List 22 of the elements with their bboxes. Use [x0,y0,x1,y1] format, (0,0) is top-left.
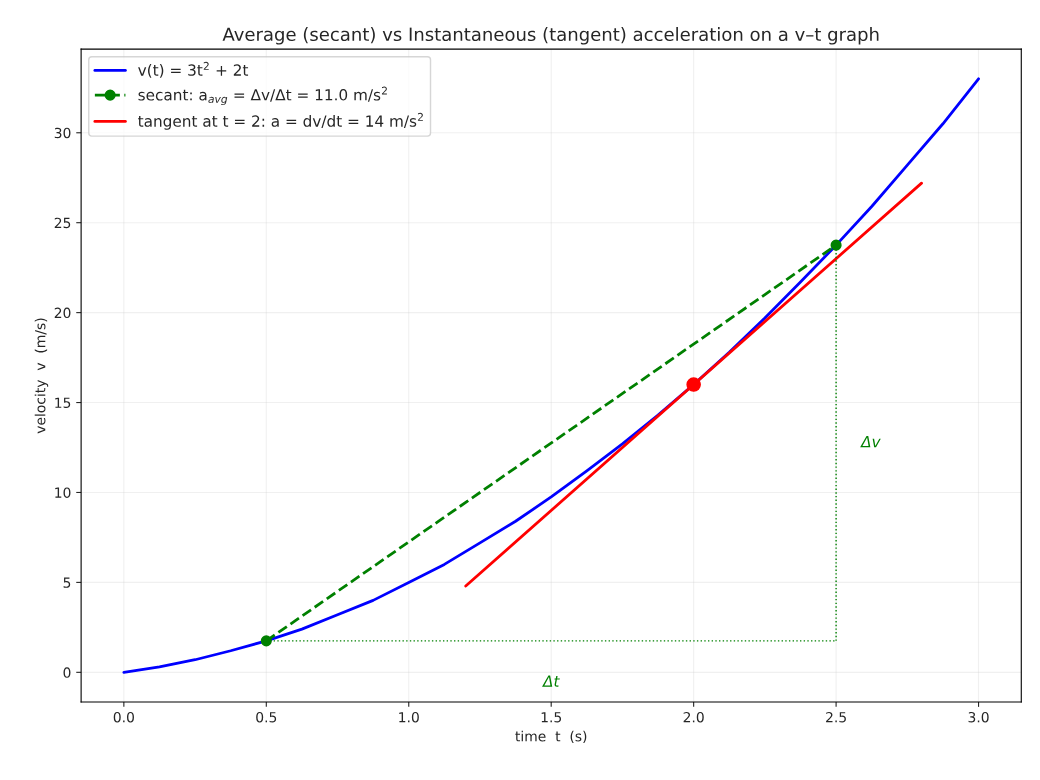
y-tick-label: 25 [54,217,71,229]
legend-label: tangent at t = 2: a = dv/dt = 14 m/s$^{2}$ [138,112,423,130]
chart-title: Average (secant) vs Instantaneous (tangent) acceleration on a v–t graph [222,27,879,45]
annotation: Δv [860,436,881,448]
x-tick-label: 0.5 [256,711,277,723]
legend-label: secant: a$_{avg}$ = Δv/Δt = 11.0 m/s$^{2}$ [138,86,387,106]
x-tick-label: 2.0 [683,711,704,723]
y-tick-label: 30 [54,127,71,139]
x-tick-label: 1.5 [541,712,562,723]
y-tick-label: 10 [55,487,71,498]
x-tick-label: 0.0 [113,711,134,723]
x-tick-label: 2.5 [826,711,846,723]
x-tick-label: 1.0 [399,711,419,723]
x-axis-title: time t (s) [515,730,587,744]
y-tick-label: 20 [54,307,71,319]
annotation: Δt [542,675,560,687]
x-tick-label: 3.0 [968,711,989,723]
y-axis-title: velocity v (m/s) [34,318,49,434]
y-tick-label: 0 [63,667,71,678]
legend-label: v(t) = 3t$^{2}$ + 2t [138,61,249,78]
y-tick-label: 15 [55,397,71,409]
y-tick-label: 5 [63,577,71,588]
